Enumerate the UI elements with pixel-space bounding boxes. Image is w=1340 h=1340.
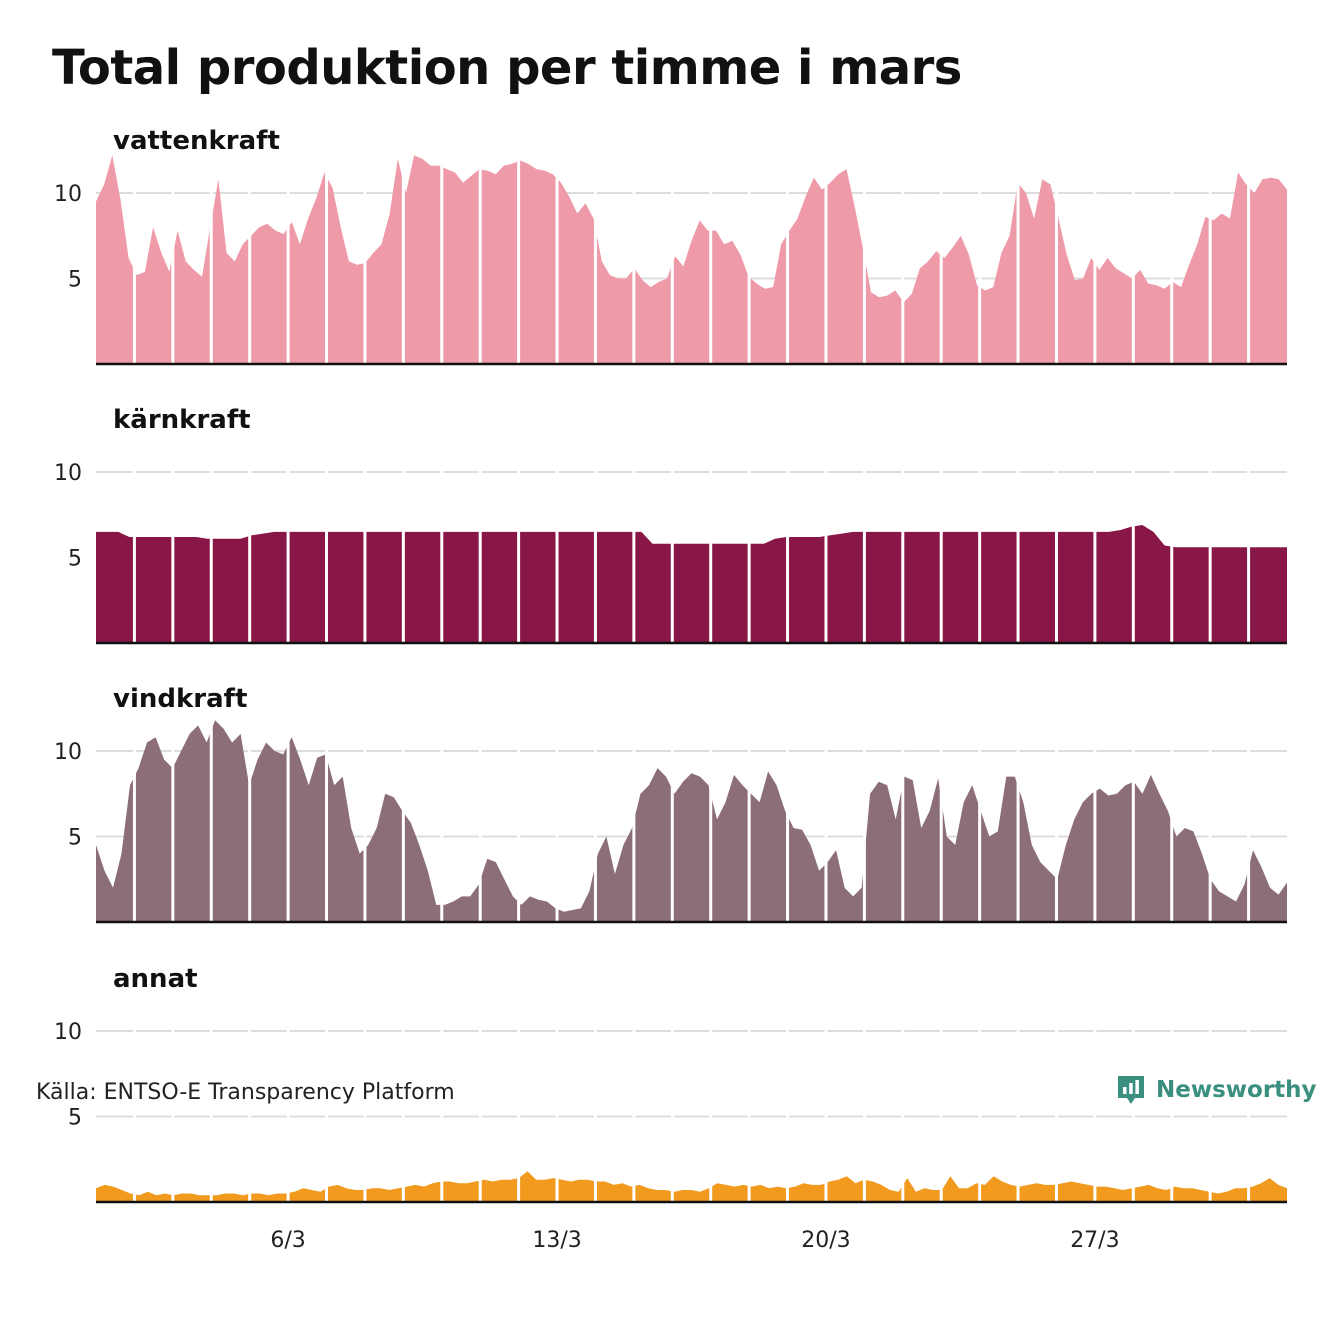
panel-2: 5 10 kärnkraft — [54, 403, 1287, 645]
panel-label: vindkraft — [113, 684, 247, 714]
x-tick-label: 27/3 — [1070, 1228, 1119, 1253]
panel-1: 5 10 vattenkraft — [54, 124, 1287, 366]
y-tick-label: 10 — [54, 461, 82, 486]
panel-label: annat — [113, 964, 198, 994]
area-3 — [96, 1171, 1287, 1202]
y-tick-label: 5 — [68, 1106, 82, 1131]
y-tick-label: 10 — [54, 740, 82, 765]
panel-label: vattenkraft — [113, 126, 280, 156]
area-0 — [96, 155, 1287, 364]
area-1 — [96, 525, 1287, 643]
x-tick-label: 13/3 — [532, 1228, 581, 1253]
x-tick-label: 20/3 — [801, 1228, 850, 1253]
area-2 — [96, 720, 1287, 922]
y-tick-label: 10 — [54, 1020, 82, 1045]
y-tick-label: 5 — [68, 268, 82, 293]
brand-name: Newsworthy — [1156, 1077, 1317, 1103]
panel-3: 5 10 vindkraft — [54, 682, 1287, 924]
y-tick-label: 5 — [68, 826, 82, 851]
chart-title: Total produktion per timme i mars — [52, 40, 962, 96]
brand: Newsworthy — [1116, 1074, 1317, 1106]
y-tick-label: 5 — [68, 547, 82, 572]
panel-label: kärnkraft — [113, 405, 251, 435]
y-tick-label: 10 — [54, 182, 82, 207]
panel-4: 5 10 annat — [54, 962, 1287, 1204]
x-tick-label: 6/3 — [270, 1228, 305, 1253]
newsworthy-logo-icon — [1118, 1076, 1144, 1104]
source-note: Källa: ENTSO-E Transparency Platform — [36, 1080, 455, 1105]
